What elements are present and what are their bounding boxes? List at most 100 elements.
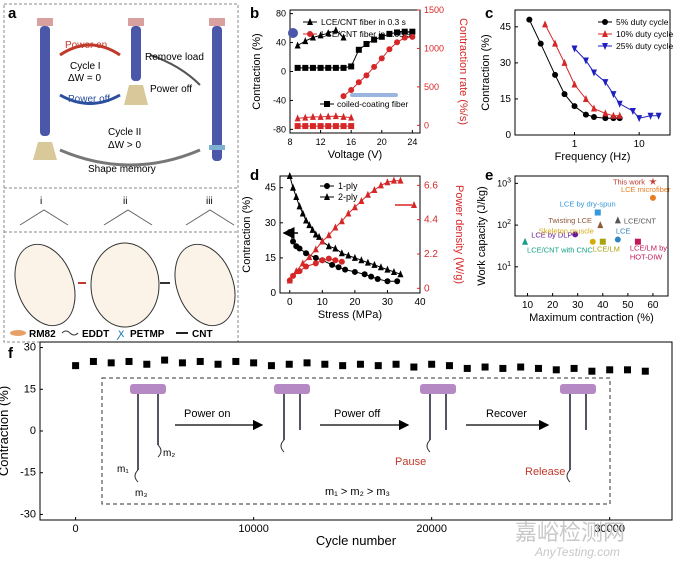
- x-tick-label: 8: [287, 137, 292, 147]
- rm82-icon: [10, 330, 26, 336]
- legend-eddt: EDDT: [82, 329, 109, 340]
- remove-load-text: Remove load: [145, 52, 204, 63]
- point-label: LCE microfiber: [621, 185, 671, 194]
- data-point: [232, 357, 240, 365]
- y-tick-label: 45: [265, 183, 277, 194]
- legend-entry: LCE/CNT fiber in 0.05 s: [321, 29, 411, 39]
- panel-label-d: d: [250, 167, 259, 184]
- data-point: [312, 230, 319, 238]
- data-point: [410, 363, 418, 371]
- stage-ii: ii: [123, 196, 127, 207]
- legend-marker: [307, 31, 313, 37]
- data-point: [571, 45, 578, 53]
- data-point: [332, 257, 339, 264]
- cycle1-text: Cycle I: [70, 61, 101, 72]
- legend-marker: [324, 183, 330, 189]
- data-point: [309, 112, 316, 120]
- panel-label-c: c: [485, 5, 493, 22]
- y2-tick-label: 1500: [424, 5, 444, 15]
- data-point: [317, 64, 324, 71]
- data-point: [397, 176, 404, 184]
- inset-m2: m₂: [163, 448, 175, 459]
- data-point: [358, 196, 365, 204]
- data-point: [384, 178, 391, 186]
- panel-label-e: e: [485, 167, 493, 184]
- fiber-cross-section-icon: [288, 28, 298, 38]
- panel-a-frame: [3, 3, 239, 343]
- x-tick-label: 20: [377, 137, 387, 147]
- point-label: LCE/LM by: [630, 244, 667, 253]
- y-tick-label: -40: [273, 95, 286, 105]
- y-tick-label: 101: [497, 261, 511, 272]
- inset-relation: m₁ > m₂ > m₃: [325, 486, 390, 498]
- data-point: [582, 57, 589, 65]
- data-point: [394, 39, 401, 46]
- data-point: [386, 46, 393, 53]
- data-point: [445, 362, 453, 370]
- data-point: [394, 29, 401, 36]
- data-point: [384, 265, 391, 273]
- series-line: [528, 19, 620, 119]
- data-point: [348, 113, 355, 121]
- x-tick-label: 60: [647, 300, 659, 311]
- data-point: [332, 223, 339, 231]
- data-point: [374, 275, 381, 282]
- data-point: [616, 111, 623, 119]
- data-point: [371, 36, 378, 43]
- data-point: [386, 30, 393, 37]
- series-line: [289, 232, 398, 282]
- data-point: [306, 221, 313, 229]
- y2-tick-label: 6.6: [424, 180, 438, 191]
- data-point: [332, 112, 339, 120]
- cycle2-arrow: [59, 148, 201, 167]
- data-point: [590, 104, 597, 112]
- data-point: [303, 359, 311, 367]
- x-tick-label: 24: [407, 137, 417, 147]
- data-point: [602, 115, 609, 122]
- data-point: [390, 176, 397, 184]
- right-axis-arrowhead: [411, 201, 417, 208]
- data-point: [351, 253, 358, 261]
- x-tick-label: 50: [622, 300, 634, 311]
- data-point: [332, 123, 339, 130]
- data-point: [409, 28, 416, 35]
- eddt-icon: [61, 330, 79, 336]
- data-point: [623, 366, 631, 374]
- data-point: [534, 364, 542, 372]
- y-tick-label: 30: [24, 342, 36, 354]
- data-point: [340, 112, 347, 120]
- chart-b: 8 12 16 20 24 -80 -40 0 40 80 0 500 1000 1500 Voltage …: [251, 5, 469, 161]
- data-point: [616, 100, 623, 108]
- network-i: [14, 243, 76, 327]
- dwpos-text: ΔW > 0: [108, 140, 142, 151]
- x-axis-label: Maximum contraction (%): [529, 312, 654, 324]
- power-off-arrow: [59, 93, 121, 105]
- inset-rig-3: [420, 384, 456, 453]
- x-tick-label: 30: [382, 297, 394, 308]
- data-point: [384, 278, 391, 285]
- data-point: [107, 359, 115, 367]
- point-label: Twisting LCE: [548, 216, 592, 225]
- data-point: [537, 40, 544, 47]
- data-point: [355, 46, 362, 53]
- y-tick-label: 0: [270, 288, 276, 299]
- y-tick-label: 103: [497, 177, 511, 188]
- data-point: [351, 203, 358, 211]
- data-point: [614, 236, 621, 243]
- data-point: [286, 276, 293, 284]
- x-tick-label: 0: [287, 297, 293, 308]
- legend-entry: 2-ply: [338, 192, 358, 202]
- data-point: [649, 177, 657, 185]
- x-tick-label: 20000: [416, 523, 447, 535]
- inset-power-off: Power off: [334, 408, 381, 420]
- data-point: [361, 271, 368, 278]
- data-point: [312, 260, 319, 267]
- data-point: [319, 257, 326, 264]
- x-tick-label: 1: [572, 139, 578, 150]
- f-inset-frame: [101, 377, 611, 505]
- y-tick-exp: 2: [507, 219, 511, 226]
- network-ii: [90, 242, 160, 328]
- data-point: [325, 123, 332, 130]
- data-point: [358, 256, 365, 264]
- inset-power-on: Power on: [184, 408, 230, 420]
